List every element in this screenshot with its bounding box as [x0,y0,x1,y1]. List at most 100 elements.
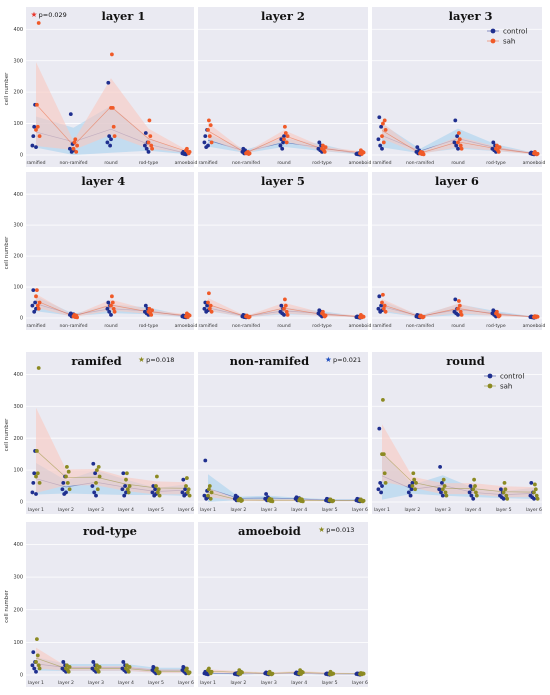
data-point [283,124,287,129]
data-point [185,476,189,480]
x-tick-label: layer 2 [230,507,246,513]
y-tick-label: 0 [20,673,23,679]
x-tick-label: non-ramifed [232,323,260,329]
data-point [110,294,114,299]
data-point [65,480,70,485]
y-tick-label: 300 [13,58,23,64]
band-sah [382,424,534,498]
data-point [453,297,458,302]
data-point [458,143,463,148]
panel-title: rod-type [83,524,137,538]
data-point [34,145,38,150]
data-point [111,124,116,129]
data-point [147,118,152,123]
data-point [202,306,207,311]
data-point [440,487,445,492]
y-tick-label: 100 [13,285,23,291]
data-point [279,303,284,308]
data-point [412,477,417,482]
data-point [455,134,459,139]
data-point [459,313,464,317]
data-point [535,496,540,501]
data-point [495,309,499,314]
x-tick-label: round [104,160,117,166]
data-point [383,480,388,485]
data-point [60,487,65,492]
y-tick-label: 0 [20,500,23,506]
data-point [36,306,41,311]
x-tick-label: layer 5 [148,507,164,513]
panel-title: non-ramifed [230,354,310,368]
data-point [381,452,386,457]
data-point [32,666,37,671]
data-point [282,306,286,311]
p-value-label: p=0.029 [39,11,67,19]
data-point [247,314,252,319]
data-point [208,496,213,501]
data-point [125,487,130,492]
data-point [33,300,37,305]
data-point [95,468,99,472]
data-point [187,313,192,318]
data-point [35,653,40,658]
y-tick-label: 0 [20,153,23,159]
y-axis-label: cell number [4,236,10,269]
data-point [187,149,192,154]
data-point [124,490,128,495]
data-point [331,498,336,503]
data-point [75,143,79,148]
legend-label: sah [500,382,512,390]
band-sah [36,647,186,673]
data-point [36,663,41,668]
legend-label: sah [503,37,515,45]
data-point [36,21,41,25]
data-point [202,493,207,498]
data-point [34,492,38,496]
data-point [473,484,477,488]
panel-layer3: ramified non-ramifed round rod-type amoeboid… [372,7,545,167]
data-point [505,496,510,501]
data-point [34,669,38,674]
x-tick-label: amoeboid [523,160,546,166]
data-point [68,112,73,117]
data-point [474,490,478,495]
data-point [444,493,449,498]
data-point [378,480,383,485]
data-point [383,127,388,132]
data-point [35,449,39,453]
data-point [457,303,462,308]
y-tick-label: 200 [13,607,23,613]
data-point [37,480,42,485]
data-point [67,664,72,669]
data-point [207,487,211,492]
data-point [150,146,155,151]
data-point [300,670,305,675]
band-control [208,474,360,502]
data-point [456,313,460,317]
data-point [491,140,496,145]
data-point [34,660,38,664]
x-tick-label: layer 5 [322,680,338,686]
data-point [105,306,110,311]
x-tick-label: rod-type [139,323,159,329]
data-point [456,146,460,151]
significance-star: ★ [325,355,332,364]
legend-marker [490,28,496,34]
x-tick-label: ramified [198,160,217,166]
data-point [382,303,387,308]
data-point [207,666,211,671]
x-tick-label: round [277,160,290,166]
x-tick-label: amoeboid [349,160,372,166]
band-sah [36,407,186,495]
data-point [406,490,411,495]
data-point [409,487,414,492]
x-tick-label: layer 3 [261,507,277,513]
data-point [206,300,210,305]
data-point [532,490,536,495]
data-point [203,300,208,305]
x-tick-label: layer 2 [58,680,74,686]
data-point [321,309,325,314]
x-tick-label: round [104,323,117,329]
x-tick-label: layer 2 [58,507,74,513]
